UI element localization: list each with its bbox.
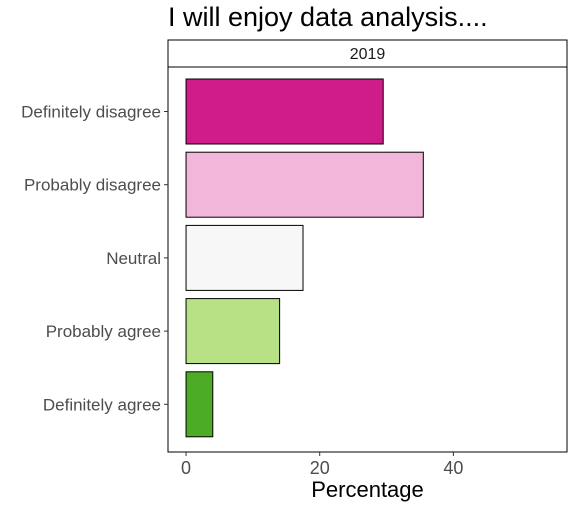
x-tick-label-20: 20 [310, 458, 330, 478]
facet-strip [167, 39, 568, 68]
y-tick-label-definitely-disagree: Definitely disagree [21, 103, 161, 122]
x-axis: 0 20 40 [181, 452, 463, 478]
bar-probably-disagree [185, 151, 424, 218]
x-axis-title: Percentage [311, 477, 424, 502]
chart-title: I will enjoy data analysis.... [168, 2, 488, 32]
y-axis: Definitely disagree Probably disagree Neut… [21, 103, 168, 414]
bar-neutral [185, 224, 304, 291]
bar-definitely-agree [185, 371, 214, 438]
y-tick-label-neutral: Neutral [106, 249, 161, 268]
x-tick-label-0: 0 [181, 458, 191, 478]
x-tick-label-40: 40 [443, 458, 463, 478]
y-tick-label-probably-agree: Probably agree [46, 322, 161, 341]
bars-group [185, 78, 424, 438]
y-tick-label-definitely-agree: Definitely agree [43, 395, 161, 414]
bar-definitely-disagree [185, 78, 384, 145]
bar-probably-agree [185, 298, 281, 365]
facet-label: 2019 [350, 46, 386, 63]
y-tick-label-probably-disagree: Probably disagree [24, 176, 161, 195]
